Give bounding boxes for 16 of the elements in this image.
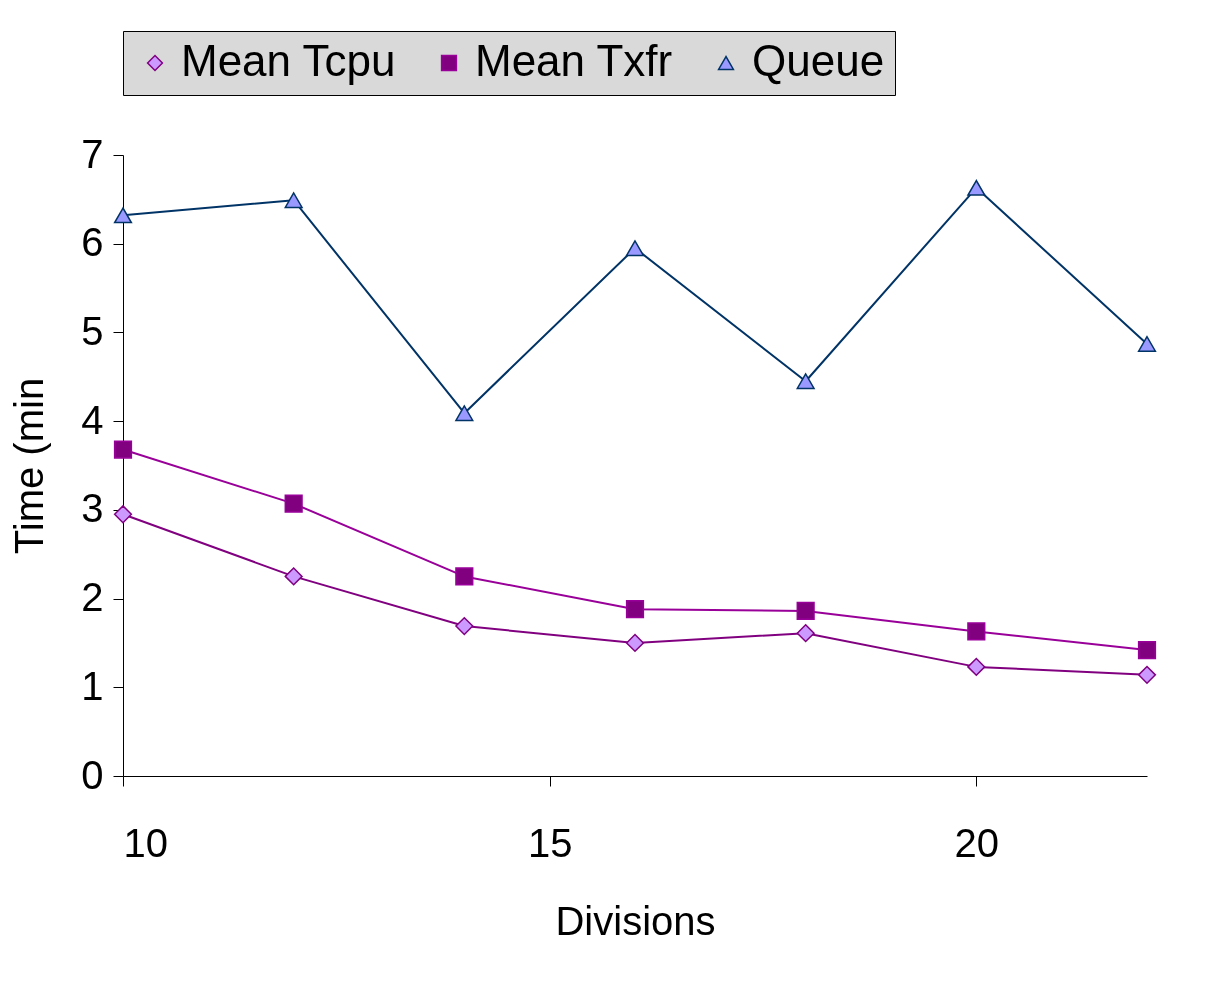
x-axis-title: Divisions: [555, 898, 716, 943]
y-tick-label: 4: [81, 397, 104, 442]
x-tick-label: 20: [954, 820, 1000, 865]
x-tick-label: 15: [527, 820, 573, 865]
y-tick-label: 3: [81, 486, 104, 531]
y-tick-label: 0: [81, 752, 104, 797]
legend-label: Mean Txfr: [475, 36, 673, 85]
legend-label: Queue: [752, 36, 885, 85]
y-tick-label: 1: [81, 663, 104, 708]
y-tick-label: 6: [81, 220, 104, 265]
legend-label: Mean Tcpu: [181, 36, 396, 85]
x-tick-label: 10: [123, 820, 168, 865]
y-tick-label: 7: [81, 131, 104, 176]
y-tick-label: 5: [81, 308, 104, 353]
y-tick-label: 2: [81, 575, 104, 620]
y-axis-title: Time (min: [7, 377, 52, 555]
